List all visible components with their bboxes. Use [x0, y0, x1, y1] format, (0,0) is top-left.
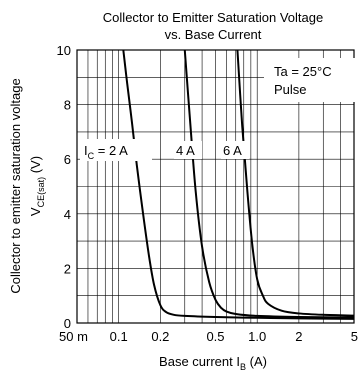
condition-temperature: Ta = 25°C: [274, 64, 332, 79]
x-tick-label: 0.1: [110, 329, 128, 344]
y-tick-label: 8: [64, 98, 71, 113]
x-tick-label: 0.2: [151, 329, 169, 344]
y-axis-label-line2: VCE(sat) (V): [28, 156, 46, 216]
x-tick-label: 0.5: [206, 329, 224, 344]
x-tick-label: 5: [351, 329, 358, 344]
x-axis-label: Base current IB (A): [159, 354, 267, 372]
y-tick-label: 4: [64, 207, 71, 222]
y-axis-label-line1: Collector to emitter saturation voltage: [8, 78, 23, 293]
series-label-4a: 4 A: [176, 143, 195, 158]
chart-title-line1: Collector to Emitter Saturation Voltage: [103, 10, 323, 25]
y-tick-label: 6: [64, 152, 71, 167]
x-tick-labels: 50 m 0.1 0.2 0.5 1.0 2 5: [59, 329, 358, 344]
x-tick-label: 2: [295, 329, 302, 344]
x-tick-label: 50 m: [59, 329, 88, 344]
condition-pulse: Pulse: [274, 82, 307, 97]
chart-title-line2: vs. Base Current: [165, 27, 262, 42]
x-tick-label: 1.0: [248, 329, 266, 344]
series-label-6a: 6 A: [223, 143, 242, 158]
y-tick-label: 10: [57, 43, 71, 58]
y-tick-label: 2: [64, 261, 71, 276]
